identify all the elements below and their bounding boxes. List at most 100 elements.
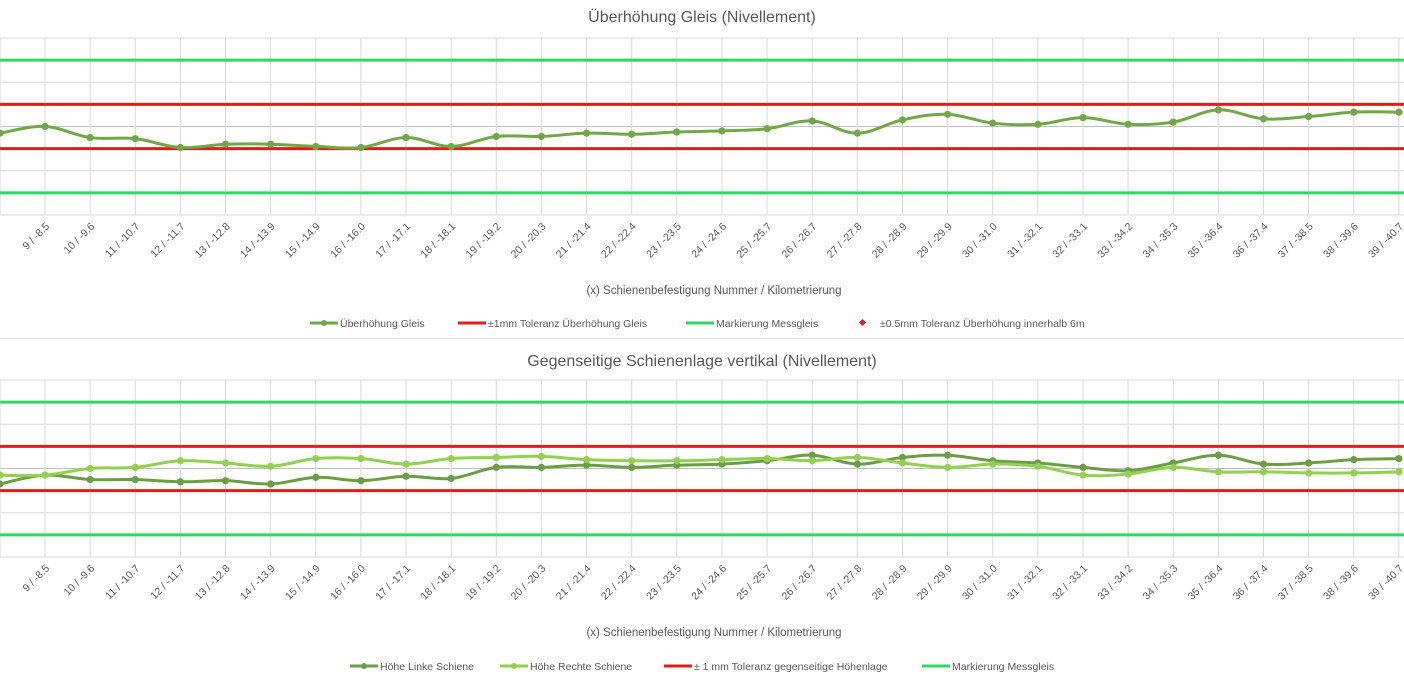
data-point bbox=[1350, 456, 1358, 464]
data-point bbox=[0, 471, 4, 479]
x-tick-label: 9 / -8.5 bbox=[21, 221, 53, 253]
legend-label: Höhe Rechte Schiene bbox=[530, 661, 632, 673]
data-point bbox=[582, 456, 591, 464]
x-tick-label: 30 / -31.0 bbox=[960, 563, 1000, 603]
data-point bbox=[221, 477, 230, 485]
legend-point-marker bbox=[511, 663, 517, 669]
data-point bbox=[718, 127, 726, 135]
x-tick-label: 24 / -24.6 bbox=[689, 563, 729, 603]
chart-title: Gegenseitige Schienenlage vertikal (Nive… bbox=[527, 353, 877, 370]
x-tick-label: 20 / -20.3 bbox=[509, 563, 549, 603]
legend-diamond-marker bbox=[858, 318, 867, 327]
data-point bbox=[1079, 114, 1087, 122]
data-point bbox=[86, 464, 94, 473]
data-point bbox=[1034, 462, 1042, 470]
data-point bbox=[267, 480, 275, 488]
data-point bbox=[853, 129, 861, 137]
legend-label: Höhe Linke Schiene bbox=[380, 661, 474, 673]
legend: Überhöhung Gleis ±1mm Toleranz Überhöhung… bbox=[310, 318, 1085, 330]
legend-label: Überhöhung Gleis bbox=[340, 318, 425, 330]
data-point bbox=[898, 453, 907, 462]
data-point bbox=[221, 140, 230, 148]
data-point bbox=[1079, 471, 1087, 479]
data-point bbox=[944, 451, 952, 459]
x-tick-label: 22 / -22.4 bbox=[599, 563, 639, 603]
data-point bbox=[853, 453, 861, 462]
x-tick-label: 13 / -12.8 bbox=[193, 563, 233, 603]
legend-point-marker bbox=[361, 663, 367, 669]
x-tick-label: 16 / -16.0 bbox=[328, 563, 368, 603]
data-point bbox=[492, 132, 500, 141]
data-point bbox=[447, 142, 455, 151]
x-tick-label: 32 / -33.1 bbox=[1050, 563, 1090, 603]
x-tick-label: 19 / -19.2 bbox=[464, 221, 504, 261]
data-point bbox=[131, 135, 139, 143]
data-point bbox=[447, 474, 455, 483]
legend-item: Markierung Messgleis bbox=[922, 661, 1054, 673]
x-tick-label: 39 / -40.7 bbox=[1366, 563, 1404, 603]
legend-item: Höhe Linke Schiene bbox=[350, 661, 474, 673]
x-tick-label: 31 / -32.1 bbox=[1005, 221, 1045, 261]
x-tick-label: 22 / -22.4 bbox=[599, 221, 639, 261]
x-tick-label: 24 / -24.6 bbox=[689, 221, 729, 261]
data-point bbox=[402, 460, 410, 468]
x-tick-label: 36 / -37.4 bbox=[1231, 221, 1271, 261]
data-point bbox=[131, 475, 139, 484]
x-tick-label: 30 / -31.0 bbox=[960, 221, 1000, 261]
data-point bbox=[718, 456, 726, 464]
x-tick-label: 27 / -27.8 bbox=[825, 221, 865, 261]
data-point bbox=[673, 457, 681, 465]
x-tick-label: 36 / -37.4 bbox=[1231, 563, 1271, 603]
chart-1: Überhöhung Gleis (Nivellement) 9 / -8.5 10… bbox=[0, 8, 1404, 330]
x-tick-label: 21 / -21.4 bbox=[554, 221, 594, 261]
data-point bbox=[1395, 454, 1403, 463]
data-point bbox=[492, 463, 500, 471]
data-point bbox=[1169, 118, 1177, 126]
data-point bbox=[537, 132, 546, 141]
data-point bbox=[763, 454, 771, 463]
data-point bbox=[1214, 451, 1222, 459]
legend: Höhe Linke Schiene Höhe Rechte Schiene ± 1… bbox=[350, 661, 1054, 673]
data-point bbox=[1259, 115, 1268, 123]
data-point bbox=[537, 463, 546, 471]
x-tick-label: 33 / -34.2 bbox=[1095, 221, 1135, 261]
x-tick-label: 35 / -36.4 bbox=[1186, 221, 1226, 261]
data-point bbox=[1259, 468, 1268, 476]
data-point bbox=[176, 457, 184, 465]
x-tick-label: 25 / -25.7 bbox=[734, 221, 774, 261]
series-line-1 bbox=[0, 108, 1399, 150]
data-point bbox=[312, 454, 320, 463]
data-point bbox=[221, 459, 230, 467]
data-point bbox=[808, 117, 816, 125]
data-point bbox=[1124, 120, 1132, 128]
x-tick-label: 28 / -28.9 bbox=[870, 221, 910, 261]
data-point bbox=[1124, 470, 1132, 478]
data-point bbox=[357, 143, 365, 152]
x-tick-label: 31 / -32.1 bbox=[1005, 563, 1045, 603]
x-tick-label: 38 / -39.6 bbox=[1321, 221, 1361, 261]
x-tick-label: 19 / -19.2 bbox=[464, 563, 504, 603]
x-tick-label: 21 / -21.4 bbox=[554, 563, 594, 603]
data-point bbox=[1305, 469, 1313, 477]
data-point bbox=[357, 477, 365, 485]
data-point bbox=[1214, 106, 1222, 114]
x-tick-label: 11 / -10.7 bbox=[103, 221, 142, 260]
x-tick-label: 17 / -17.1 bbox=[373, 563, 413, 603]
chart-2: Gegenseitige Schienenlage vertikal (Nive… bbox=[0, 353, 1404, 673]
legend-item: Höhe Rechte Schiene bbox=[500, 661, 632, 673]
x-tick-label: 15 / -14.9 bbox=[283, 221, 323, 261]
x-tick-label: 11 / -10.7 bbox=[103, 563, 142, 602]
data-point bbox=[1350, 108, 1358, 116]
legend-item: ±1mm Toleranz Überhöhung Gleis bbox=[458, 318, 647, 330]
x-tick-label: 37 / -38.5 bbox=[1276, 563, 1316, 603]
x-tick-label: 17 / -17.1 bbox=[373, 221, 413, 261]
legend-label: Markierung Messgleis bbox=[952, 661, 1054, 673]
legend-label: ±0.5mm Toleranz Überhöhung innerhalb 6m bbox=[880, 318, 1085, 330]
x-tick-label: 25 / -25.7 bbox=[734, 563, 774, 603]
x-tick-label: 34 / -35.3 bbox=[1141, 221, 1181, 261]
data-point bbox=[312, 473, 320, 481]
data-point bbox=[628, 457, 636, 465]
x-tick-label: 18 / -18.1 bbox=[418, 563, 458, 603]
legend-item: Überhöhung Gleis bbox=[310, 318, 425, 330]
x-tick-label: 14 / -13.9 bbox=[238, 563, 278, 603]
